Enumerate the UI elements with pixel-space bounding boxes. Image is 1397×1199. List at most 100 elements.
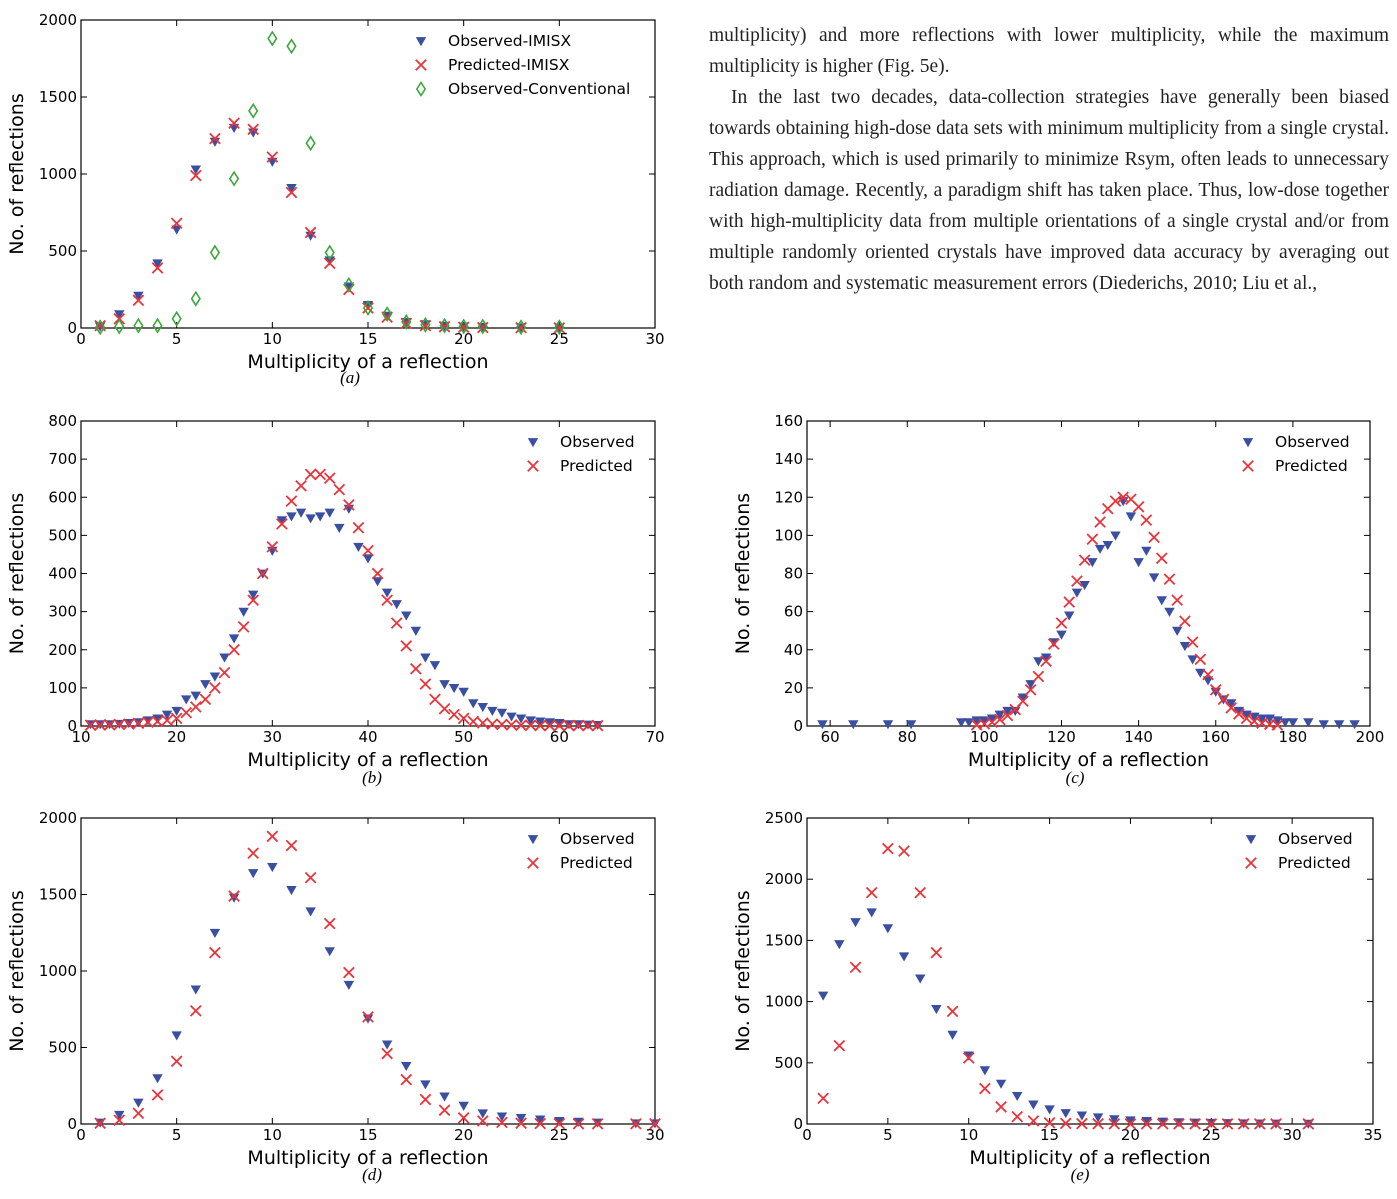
y-tick-label: 1500 bbox=[39, 88, 77, 106]
data-point bbox=[209, 244, 221, 261]
data-point bbox=[524, 719, 537, 732]
data-point bbox=[986, 716, 998, 729]
data-point bbox=[438, 703, 451, 715]
x-tick-label: 30 bbox=[645, 330, 664, 348]
data-point bbox=[343, 499, 355, 511]
data-point bbox=[343, 966, 355, 979]
chart-panel-b: 10 20 30 40 50 60 700100200300400500600700800M… bbox=[6, 412, 665, 787]
data-point bbox=[563, 719, 575, 732]
data-point bbox=[382, 306, 393, 323]
y-tick-label: 300 bbox=[48, 603, 77, 621]
data-point bbox=[1225, 702, 1238, 714]
data-point bbox=[180, 706, 193, 719]
y-tick-label: 20 bbox=[784, 679, 803, 697]
data-point bbox=[995, 1079, 1007, 1089]
series-observed-conventional bbox=[95, 30, 565, 336]
x-tick-label: 0 bbox=[76, 1126, 86, 1144]
data-point bbox=[535, 717, 546, 727]
data-point bbox=[1109, 1115, 1120, 1125]
data-point bbox=[487, 706, 498, 716]
data-point bbox=[1064, 611, 1075, 621]
series-observed bbox=[817, 908, 1314, 1129]
data-point bbox=[1017, 693, 1029, 703]
data-point bbox=[151, 1089, 164, 1101]
data-point bbox=[1271, 719, 1284, 731]
data-point bbox=[1171, 626, 1183, 636]
data-point bbox=[142, 716, 154, 729]
data-point bbox=[438, 1104, 451, 1117]
data-point bbox=[1157, 1117, 1168, 1127]
x-tick-label: 10 bbox=[263, 1126, 282, 1144]
y-axis-label: No. of reflections bbox=[6, 93, 28, 254]
data-point bbox=[420, 1080, 431, 1090]
x-tick-label: 100 bbox=[970, 728, 999, 746]
data-point bbox=[1221, 1118, 1234, 1130]
data-point bbox=[1140, 1118, 1153, 1130]
data-point bbox=[1010, 706, 1021, 716]
data-point bbox=[956, 718, 967, 728]
data-point bbox=[1155, 552, 1168, 565]
data-point bbox=[362, 554, 374, 564]
body-paragraph-1: multiplicity) and more reflections with … bbox=[709, 25, 1389, 77]
data-point bbox=[267, 157, 278, 167]
data-point bbox=[218, 666, 231, 679]
data-point bbox=[190, 691, 201, 701]
data-point bbox=[209, 682, 221, 694]
data-point bbox=[1079, 581, 1090, 591]
data-point bbox=[457, 712, 470, 725]
data-point bbox=[285, 839, 298, 852]
y-tick-label: 100 bbox=[48, 679, 77, 697]
data-point bbox=[1047, 638, 1060, 650]
data-point bbox=[286, 512, 297, 522]
data-point bbox=[458, 1101, 469, 1111]
data-point bbox=[515, 1113, 527, 1124]
data-point bbox=[266, 540, 279, 553]
data-point bbox=[286, 38, 297, 55]
series-observed-imisx bbox=[94, 123, 565, 333]
data-point bbox=[362, 301, 374, 311]
data-point bbox=[304, 468, 317, 481]
data-point bbox=[390, 617, 403, 629]
data-point bbox=[1141, 1117, 1152, 1127]
data-point bbox=[1240, 712, 1253, 725]
x-tick-label: 5 bbox=[172, 1126, 182, 1144]
y-tick-label: 0 bbox=[67, 319, 77, 337]
data-point bbox=[866, 908, 877, 918]
data-point bbox=[1318, 720, 1329, 730]
data-point bbox=[362, 544, 374, 557]
data-point bbox=[649, 1118, 661, 1130]
x-tick-label: 0 bbox=[76, 330, 86, 348]
data-point bbox=[515, 714, 527, 724]
data-point bbox=[543, 719, 556, 732]
data-point bbox=[419, 1093, 432, 1106]
data-point bbox=[189, 701, 202, 713]
data-point bbox=[1059, 1117, 1072, 1130]
data-point bbox=[1140, 514, 1153, 526]
data-point bbox=[946, 1005, 959, 1018]
legend-marker bbox=[527, 460, 539, 472]
x-axis-label: Multiplicity of a reflection bbox=[247, 749, 488, 771]
data-point bbox=[439, 680, 450, 690]
data-point bbox=[409, 662, 422, 675]
data-point bbox=[1110, 531, 1121, 541]
data-point bbox=[114, 318, 125, 335]
data-point bbox=[458, 318, 469, 335]
data-point bbox=[1253, 1118, 1266, 1130]
data-point bbox=[591, 1118, 604, 1130]
data-point bbox=[113, 1114, 126, 1127]
data-point bbox=[420, 316, 431, 333]
data-point bbox=[323, 257, 336, 270]
data-point bbox=[199, 693, 212, 706]
data-point bbox=[1210, 687, 1221, 697]
data-point bbox=[1156, 1118, 1169, 1130]
data-point bbox=[419, 678, 432, 690]
y-tick-label: 500 bbox=[48, 242, 77, 260]
data-point bbox=[95, 319, 106, 336]
data-point bbox=[591, 719, 604, 732]
data-point bbox=[353, 542, 364, 553]
data-point bbox=[1202, 676, 1214, 686]
y-tick-label: 600 bbox=[48, 488, 77, 506]
series-predicted bbox=[970, 491, 1284, 731]
data-point bbox=[1133, 558, 1144, 568]
data-point bbox=[572, 1118, 585, 1130]
